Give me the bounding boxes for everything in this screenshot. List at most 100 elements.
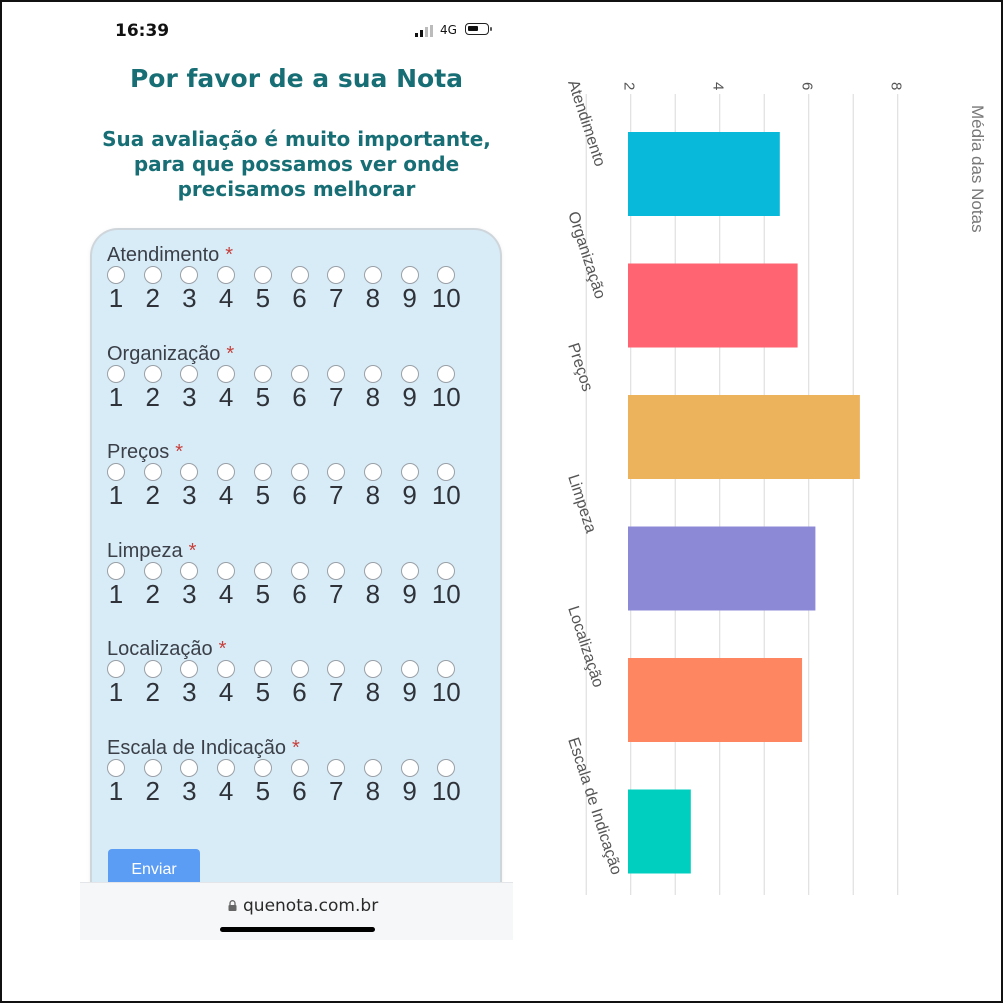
radio-button[interactable] xyxy=(437,561,456,580)
rating-option[interactable]: 1 xyxy=(99,463,133,508)
rating-option[interactable]: 7 xyxy=(319,561,353,607)
radio-button[interactable] xyxy=(437,463,456,482)
radio-button[interactable] xyxy=(217,660,236,679)
rating-option[interactable]: 4 xyxy=(209,561,243,607)
rating-option[interactable]: 2 xyxy=(136,266,170,311)
rating-option[interactable]: 2 xyxy=(136,660,170,705)
rating-option[interactable]: 4 xyxy=(209,364,243,410)
rating-option[interactable]: 3 xyxy=(172,660,206,705)
rating-option[interactable]: 8 xyxy=(356,759,390,804)
rating-option[interactable]: 9 xyxy=(393,463,427,508)
rating-option[interactable]: 6 xyxy=(283,759,317,804)
rating-option[interactable]: 10 xyxy=(429,266,463,311)
radio-button[interactable] xyxy=(180,266,199,284)
radio-button[interactable] xyxy=(400,266,419,284)
radio-button[interactable] xyxy=(180,759,199,777)
radio-button[interactable] xyxy=(107,364,125,383)
rating-option[interactable]: 8 xyxy=(356,660,390,705)
rating-option[interactable]: 10 xyxy=(429,364,463,410)
rating-option[interactable]: 10 xyxy=(429,660,463,705)
rating-option[interactable]: 9 xyxy=(393,364,427,410)
radio-button[interactable] xyxy=(363,364,382,383)
radio-button[interactable] xyxy=(253,660,272,679)
rating-option[interactable]: 3 xyxy=(172,561,206,607)
radio-button[interactable] xyxy=(253,364,272,383)
rating-option[interactable]: 4 xyxy=(209,463,243,508)
rating-option[interactable]: 7 xyxy=(319,660,353,705)
rating-option[interactable]: 5 xyxy=(246,660,280,705)
radio-button[interactable] xyxy=(363,463,382,482)
rating-option[interactable]: 4 xyxy=(209,759,243,804)
rating-option[interactable]: 9 xyxy=(393,561,427,607)
rating-option[interactable]: 5 xyxy=(246,364,280,410)
rating-option[interactable]: 10 xyxy=(429,561,463,607)
radio-button[interactable] xyxy=(143,561,162,580)
rating-option[interactable]: 5 xyxy=(246,759,280,804)
rating-option[interactable]: 7 xyxy=(319,364,353,410)
radio-button[interactable] xyxy=(290,266,309,284)
rating-option[interactable]: 1 xyxy=(99,561,133,607)
radio-button[interactable] xyxy=(290,463,309,482)
browser-url-bar[interactable]: quenota.com.br xyxy=(80,882,513,940)
radio-button[interactable] xyxy=(290,561,309,580)
rating-option[interactable]: 9 xyxy=(393,660,427,705)
rating-option[interactable]: 5 xyxy=(246,463,280,508)
radio-button[interactable] xyxy=(107,266,125,284)
rating-option[interactable]: 3 xyxy=(172,463,206,508)
rating-option[interactable]: 2 xyxy=(136,364,170,410)
radio-button[interactable] xyxy=(143,364,162,383)
radio-button[interactable] xyxy=(437,364,456,383)
radio-button[interactable] xyxy=(400,364,419,383)
radio-button[interactable] xyxy=(180,561,199,580)
radio-button[interactable] xyxy=(400,660,419,679)
rating-option[interactable]: 8 xyxy=(356,364,390,410)
radio-button[interactable] xyxy=(217,364,236,383)
rating-option[interactable]: 3 xyxy=(172,759,206,804)
rating-option[interactable]: 6 xyxy=(283,463,317,508)
radio-button[interactable] xyxy=(217,759,236,777)
rating-option[interactable]: 4 xyxy=(209,266,243,311)
radio-button[interactable] xyxy=(180,660,199,679)
radio-button[interactable] xyxy=(217,463,236,482)
rating-option[interactable]: 2 xyxy=(136,759,170,804)
radio-button[interactable] xyxy=(363,561,382,580)
radio-button[interactable] xyxy=(290,660,309,679)
rating-option[interactable]: 3 xyxy=(172,364,206,410)
radio-button[interactable] xyxy=(327,364,346,383)
radio-button[interactable] xyxy=(253,561,272,580)
rating-option[interactable]: 8 xyxy=(356,266,390,311)
radio-button[interactable] xyxy=(107,463,125,482)
radio-button[interactable] xyxy=(180,463,199,482)
radio-button[interactable] xyxy=(217,561,236,580)
rating-option[interactable]: 6 xyxy=(283,660,317,705)
radio-button[interactable] xyxy=(107,759,125,777)
radio-button[interactable] xyxy=(400,759,419,777)
radio-button[interactable] xyxy=(327,463,346,482)
rating-option[interactable]: 6 xyxy=(283,266,317,311)
rating-option[interactable]: 1 xyxy=(99,759,133,804)
rating-option[interactable]: 2 xyxy=(136,463,170,508)
rating-option[interactable]: 1 xyxy=(99,266,133,311)
radio-button[interactable] xyxy=(253,266,272,284)
radio-button[interactable] xyxy=(290,364,309,383)
radio-button[interactable] xyxy=(327,759,346,777)
rating-option[interactable]: 3 xyxy=(172,266,206,311)
radio-button[interactable] xyxy=(437,759,456,777)
rating-option[interactable]: 6 xyxy=(283,364,317,410)
radio-button[interactable] xyxy=(253,759,272,777)
rating-option[interactable]: 5 xyxy=(246,561,280,607)
radio-button[interactable] xyxy=(290,759,309,777)
rating-option[interactable]: 10 xyxy=(429,759,463,804)
radio-button[interactable] xyxy=(217,266,236,284)
rating-option[interactable]: 8 xyxy=(356,561,390,607)
rating-option[interactable]: 9 xyxy=(393,759,427,804)
radio-button[interactable] xyxy=(327,561,346,580)
radio-button[interactable] xyxy=(107,561,125,580)
rating-option[interactable]: 8 xyxy=(356,463,390,508)
rating-option[interactable]: 9 xyxy=(393,266,427,311)
radio-button[interactable] xyxy=(143,660,162,679)
rating-option[interactable]: 5 xyxy=(246,266,280,311)
radio-button[interactable] xyxy=(143,759,162,777)
rating-option[interactable]: 1 xyxy=(99,364,133,410)
home-indicator[interactable] xyxy=(220,927,375,932)
